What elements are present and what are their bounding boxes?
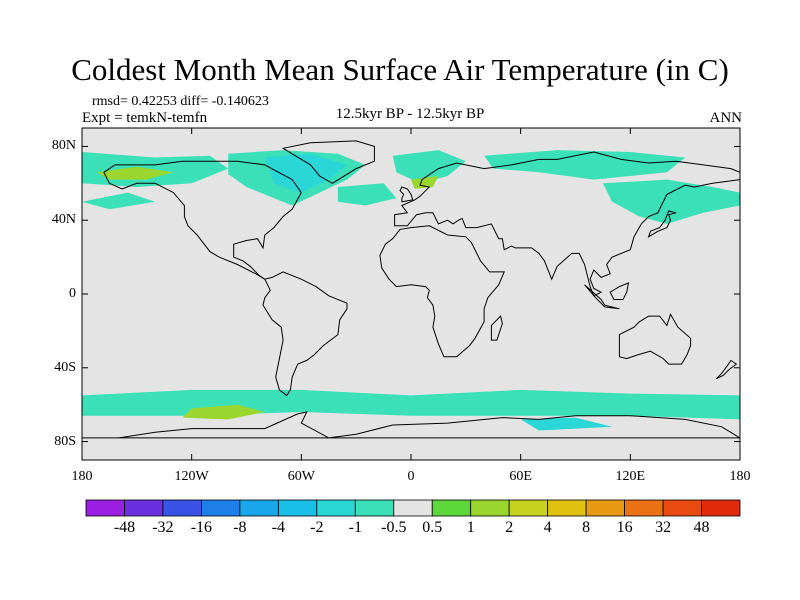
experiment-text: Expt = temkN-temfn <box>82 110 208 126</box>
colorbar-swatch <box>585 499 625 517</box>
coast-north-america <box>103 160 302 280</box>
latitude-label: 0 <box>69 286 76 301</box>
anomaly-region-north-atlantic <box>337 183 397 206</box>
coastlines <box>82 140 740 439</box>
coast-eurasia <box>394 151 740 297</box>
coast-greenland <box>281 140 375 184</box>
coast-antarctica <box>82 411 740 439</box>
anomaly-region-antarctic-coast <box>520 417 613 431</box>
coast-madagascar <box>490 315 503 341</box>
colorbar-label: 2 <box>505 519 514 536</box>
colorbar-swatch <box>85 499 125 517</box>
colorbar-label: 8 <box>582 519 591 536</box>
colorbar-swatch <box>624 499 664 517</box>
latitude-label: 80N <box>51 138 76 154</box>
colorbar-label: -2 <box>310 519 324 536</box>
latitude-label: 80S <box>54 433 76 449</box>
colorbar-label: 4 <box>543 519 552 536</box>
anomaly-region-north-pacific <box>82 192 156 210</box>
colorbar-swatch <box>508 499 549 517</box>
colorbar-label: -0.5 <box>381 519 407 536</box>
longitude-label: 0 <box>407 469 415 484</box>
map-plot <box>82 128 740 460</box>
anomaly-region-nordic <box>392 150 466 184</box>
colorbar-label: -16 <box>190 519 213 536</box>
longitude-label: 120W <box>174 469 209 484</box>
anomaly-region-east-asia <box>602 179 740 224</box>
colorbar-swatch <box>162 499 202 517</box>
coast-africa <box>379 225 505 358</box>
colorbar-swatch <box>470 499 510 517</box>
coast-japan <box>647 210 677 238</box>
colorbar-label: 16 <box>616 519 633 536</box>
coast-new-zealand <box>715 359 738 380</box>
longitude-label: 120E <box>615 469 646 484</box>
colorbar-label: -8 <box>233 519 247 536</box>
colorbar-swatch <box>547 499 587 517</box>
latitude-label: 40S <box>54 359 76 375</box>
longitude-label: 180 <box>729 469 751 484</box>
colorbar-swatch <box>662 499 702 517</box>
colorbar-swatch <box>124 499 164 517</box>
colorbar-swatch <box>431 499 472 517</box>
axis-ticks <box>81 128 741 460</box>
latitude-label: 40N <box>51 212 76 228</box>
anomaly-region-alaska-warm <box>96 166 174 180</box>
anomaly-region-greenland <box>264 153 347 193</box>
coast-south-america <box>262 271 348 397</box>
coast-uk <box>399 186 414 203</box>
colorbar-swatch <box>393 499 433 517</box>
colorbar-swatch <box>277 499 318 517</box>
colorbar-label: -48 <box>113 519 136 536</box>
map-title: Coldest Month Mean Surface Air Temperatu… <box>71 52 729 87</box>
anomaly-region-south-pacific-warm <box>182 404 265 420</box>
colorbar-swatch <box>239 499 279 517</box>
colorbar-swatch <box>201 499 241 517</box>
season-text: ANN <box>709 110 743 126</box>
stats-text: rmsd= 0.42253 diff= -0.140623 <box>92 94 269 109</box>
colorbar-label: 32 <box>655 519 672 536</box>
colorbar-label: 48 <box>693 519 710 536</box>
period-text: 12.5kyr BP - 12.5kyr BP <box>335 106 485 122</box>
anomaly-region-scandinavia-warm <box>411 176 439 189</box>
coast-sumatra-java <box>584 284 620 310</box>
colorbar-label: 1 <box>466 519 475 536</box>
anomaly-region-siberia <box>484 150 686 180</box>
colorbar-swatch <box>701 499 741 517</box>
longitude-label: 60E <box>509 469 532 484</box>
colorbar-label: -4 <box>271 519 286 536</box>
colorbar-label: -32 <box>152 519 174 536</box>
coast-australia <box>618 313 692 365</box>
longitude-label: 180 <box>71 469 93 484</box>
longitude-label: 60W <box>287 469 315 484</box>
colorbar-label: 0.5 <box>422 519 443 536</box>
colorbar <box>85 499 741 517</box>
colorbar-label: -1 <box>348 519 362 536</box>
coast-borneo <box>609 282 630 300</box>
colorbar-swatch <box>354 499 395 517</box>
colorbar-swatch <box>316 499 356 517</box>
